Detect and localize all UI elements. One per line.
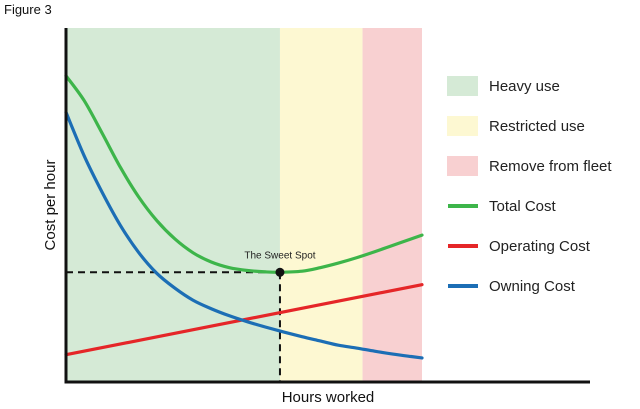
sweet-spot-guides bbox=[66, 271, 281, 382]
zones-layer bbox=[66, 28, 422, 382]
legend-item-remove-from-fleet: Remove from fleet bbox=[447, 156, 612, 176]
legend-label: Remove from fleet bbox=[489, 158, 612, 175]
zone-restricted-use bbox=[279, 28, 363, 382]
legend-item-heavy-use: Heavy use bbox=[447, 76, 560, 96]
x-axis-label: Hours worked bbox=[282, 389, 375, 406]
zone-remove-from-fleet bbox=[362, 28, 422, 382]
legend-item-owning-cost: Owning Cost bbox=[448, 278, 576, 295]
legend-item-restricted-use: Restricted use bbox=[447, 116, 585, 136]
legend-swatch bbox=[447, 116, 478, 136]
legend-swatch bbox=[447, 76, 478, 96]
series-layer bbox=[64, 74, 424, 360]
figure-label: Figure 3 bbox=[4, 2, 52, 17]
legend-label: Heavy use bbox=[489, 78, 560, 95]
y-axis-label: Cost per hour bbox=[42, 160, 59, 251]
sweet-spot-marker bbox=[275, 267, 285, 277]
series-line-total-cost bbox=[64, 74, 424, 274]
annotation-layer: The Sweet Spot bbox=[244, 250, 316, 277]
axes: Hours worked Cost per hour bbox=[42, 28, 590, 406]
sweet-spot-label: The Sweet Spot bbox=[244, 250, 315, 261]
zone-heavy-use bbox=[66, 28, 280, 382]
legend: Heavy use Restricted use Remove from fleet… bbox=[447, 76, 612, 295]
series-line-owning-cost bbox=[64, 110, 424, 360]
legend-item-operating-cost: Operating Cost bbox=[448, 238, 591, 255]
legend-item-total-cost: Total Cost bbox=[448, 198, 557, 215]
legend-label: Owning Cost bbox=[489, 278, 576, 295]
legend-swatch bbox=[447, 156, 478, 176]
legend-label: Restricted use bbox=[489, 118, 585, 135]
legend-label: Operating Cost bbox=[489, 238, 591, 255]
legend-label: Total Cost bbox=[489, 198, 557, 215]
